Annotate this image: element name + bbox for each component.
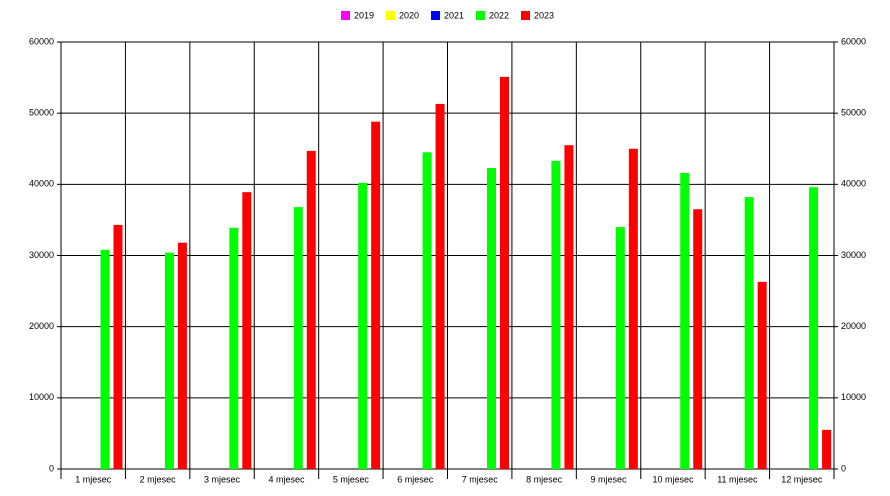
x-tick-label: 1 mjesec — [75, 474, 112, 484]
y2-tick-label: 30000 — [841, 250, 866, 260]
x-tick-label: 8 mjesec — [526, 474, 563, 484]
legend-swatch — [386, 11, 395, 20]
legend-label: 2020 — [399, 10, 419, 20]
bar — [693, 209, 703, 469]
y-tick-label: 20000 — [29, 321, 54, 331]
bar — [680, 172, 690, 470]
y2-tick-label: 60000 — [841, 36, 866, 46]
bar — [306, 150, 316, 469]
x-tick-label: 3 mjesec — [204, 474, 241, 484]
bar — [628, 148, 638, 469]
bar — [435, 103, 445, 469]
legend-swatch — [341, 11, 350, 20]
bar — [422, 152, 432, 469]
y2-tick-label: 0 — [841, 463, 846, 473]
bar — [487, 167, 496, 469]
bar — [822, 429, 832, 469]
y2-tick-label: 20000 — [841, 321, 866, 331]
y-tick-label: 40000 — [29, 179, 54, 189]
x-tick-label: 2 mjesec — [140, 474, 177, 484]
x-tick-label: 6 mjesec — [397, 474, 434, 484]
x-tick-label: 4 mjesec — [268, 474, 305, 484]
x-tick-label: 11 mjesec — [717, 474, 758, 484]
x-tick-label: 9 mjesec — [591, 474, 628, 484]
legend-label: 2023 — [534, 10, 554, 20]
legend-swatch — [431, 11, 440, 20]
bar — [564, 145, 574, 470]
legend-label: 2021 — [444, 10, 464, 20]
bar — [757, 281, 767, 469]
y-tick-label: 30000 — [29, 250, 54, 260]
bar — [615, 227, 625, 469]
bar — [164, 252, 174, 469]
bar — [500, 76, 509, 469]
legend-label: 2019 — [354, 10, 374, 20]
y2-tick-label: 50000 — [841, 108, 866, 118]
y-tick-label: 10000 — [29, 392, 54, 402]
bar — [229, 227, 239, 469]
legend-swatch — [476, 11, 485, 20]
bar — [293, 207, 303, 469]
bar — [100, 249, 110, 469]
y-tick-label: 50000 — [29, 108, 54, 118]
bar — [177, 242, 187, 469]
bar — [358, 182, 368, 469]
bar — [242, 192, 252, 469]
x-tick-label: 5 mjesec — [333, 474, 370, 484]
x-tick-label: 10 mjesec — [652, 474, 694, 484]
bar — [371, 121, 381, 469]
bar — [809, 187, 819, 469]
bar — [551, 160, 561, 469]
bar — [113, 224, 123, 469]
bar — [744, 197, 754, 470]
y-tick-label: 0 — [49, 463, 54, 473]
y2-tick-label: 40000 — [841, 179, 866, 189]
legend-label: 2022 — [489, 10, 509, 20]
y2-tick-label: 10000 — [841, 392, 866, 402]
y-tick-label: 60000 — [29, 36, 54, 46]
x-tick-label: 7 mjesec — [462, 474, 499, 484]
x-tick-label: 12 mjesec — [781, 474, 823, 484]
legend-swatch — [521, 11, 530, 20]
